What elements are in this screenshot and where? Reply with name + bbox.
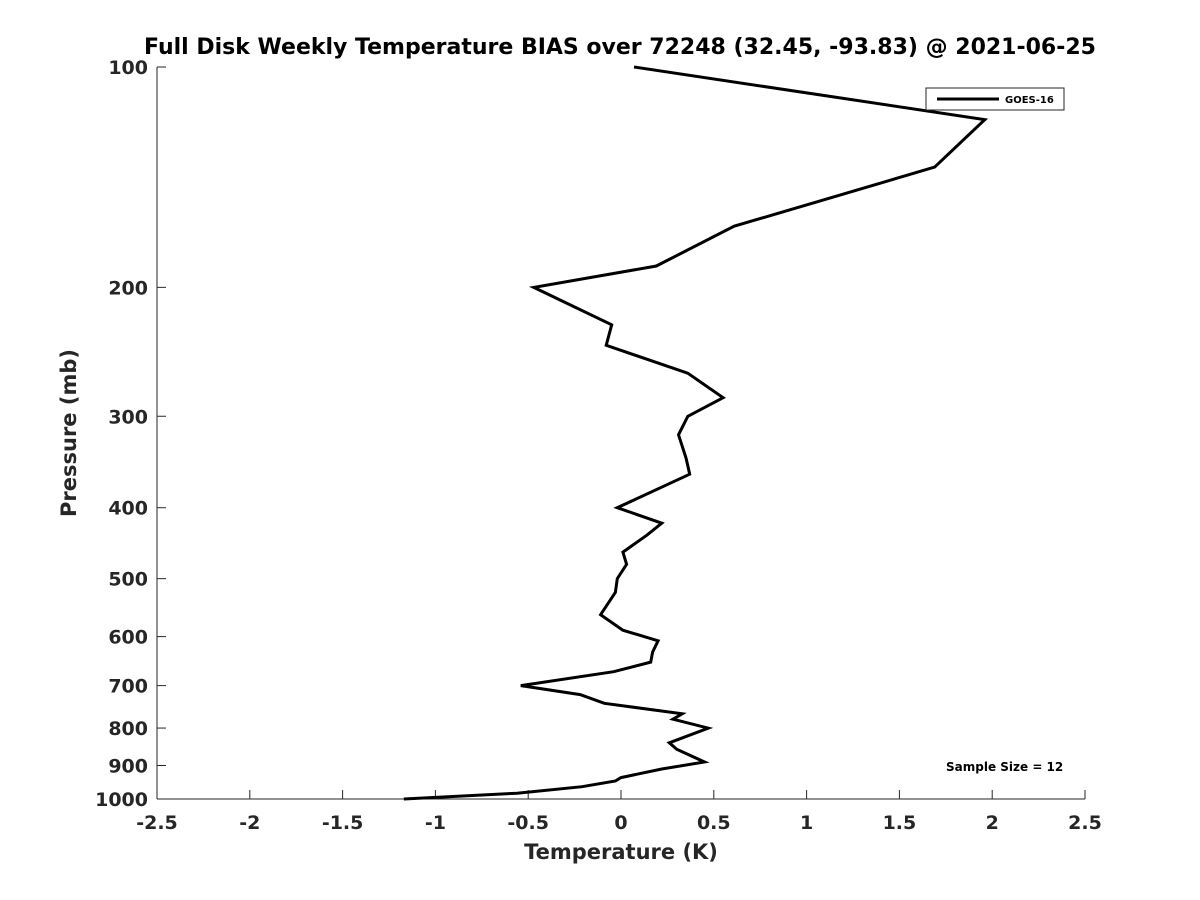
y-axis-ticks: 100 200 300 400 500 600 700 800 900 1000 (95, 57, 166, 811)
x-tick-label: 0.5 (697, 812, 731, 834)
series-line-goes-16 (403, 65, 989, 801)
y-axis-label: Pressure (mb) (57, 349, 81, 517)
sample-size-annotation: Sample Size = 12 (946, 760, 1063, 774)
x-tick-label: -0.5 (507, 812, 549, 834)
y-tick-label: 300 (108, 406, 148, 428)
x-tick-label: 1 (800, 812, 813, 834)
legend: GOES-16 (925, 87, 1065, 111)
y-tick-label: 100 (108, 57, 148, 79)
x-tick-label: -1 (425, 812, 446, 834)
y-tick-label: 1000 (95, 789, 148, 811)
plot-area-background (157, 67, 1085, 799)
y-tick-label: 500 (108, 569, 148, 591)
y-tick-label: 200 (108, 277, 148, 299)
legend-entry-goes-16: GOES-16 (1005, 95, 1054, 106)
x-tick-label: -1.5 (322, 812, 364, 834)
y-tick-label: 800 (108, 718, 148, 740)
x-tick-label: 2.5 (1068, 812, 1102, 834)
x-axis-ticks: -2.5 -2 -1.5 -1 -0.5 0 0.5 1 1.5 2 2.5 (136, 790, 1102, 834)
series-layer (403, 65, 989, 801)
y-tick-label: 400 (108, 498, 148, 520)
y-tick-label: 700 (108, 676, 148, 698)
x-tick-label: -2.5 (136, 812, 178, 834)
x-tick-label: 1.5 (883, 812, 917, 834)
x-axis-label: Temperature (K) (524, 840, 718, 864)
chart-title: Full Disk Weekly Temperature BIAS over 7… (144, 35, 1096, 60)
y-tick-label: 600 (108, 627, 148, 649)
x-tick-label: -2 (239, 812, 260, 834)
x-tick-label: 0 (614, 812, 627, 834)
x-tick-label: 2 (986, 812, 999, 834)
y-tick-label: 900 (108, 756, 148, 778)
